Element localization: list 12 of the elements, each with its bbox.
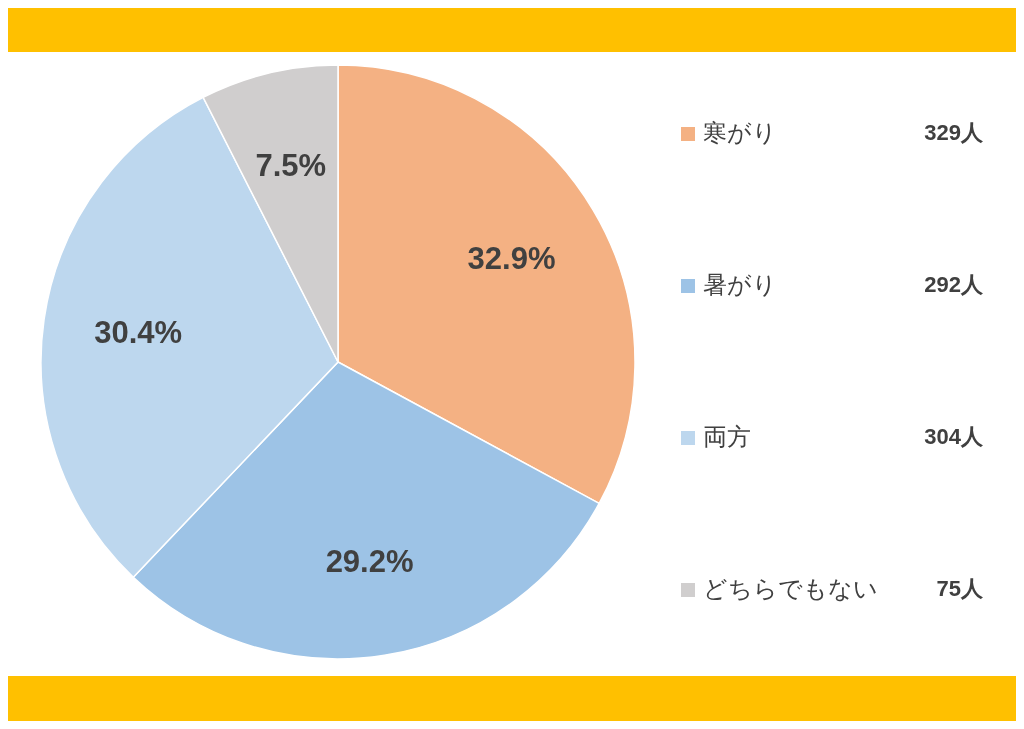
legend-label: 寒がり: [703, 118, 777, 148]
legend-label: 両方: [703, 422, 751, 452]
text: 329人: [924, 119, 983, 147]
data-label: 7.5%: [255, 148, 327, 184]
legend-label: どちらでもない: [703, 574, 878, 604]
text: 304人: [924, 423, 983, 451]
data-label: 32.9%: [467, 241, 556, 277]
text: 75人: [936, 575, 983, 603]
text: 292人: [924, 271, 983, 299]
legend-label: 暑がり: [703, 270, 777, 300]
data-label: 29.2%: [325, 543, 414, 579]
data-label: 30.4%: [94, 315, 183, 351]
